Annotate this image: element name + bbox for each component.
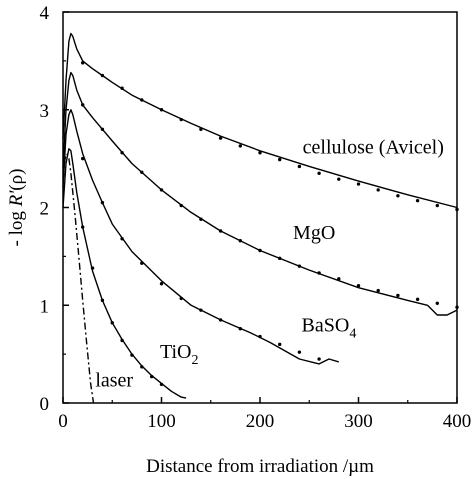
fit-point-cellulose-avicel: [317, 171, 321, 175]
annotation-mgo: MgO: [293, 222, 335, 244]
fit-point-mgo: [415, 297, 420, 302]
series-line-mgo: [62, 71, 458, 316]
fit-point-cellulose-avicel: [278, 157, 282, 162]
fit-point-baso4: [317, 357, 321, 361]
y-tick-label: 4: [40, 3, 50, 24]
fit-point-mgo: [396, 293, 400, 298]
fit-point-cellulose-avicel: [376, 188, 380, 192]
fit-point-cellulose-avicel: [218, 136, 223, 140]
fit-point-cellulose-avicel: [238, 144, 242, 148]
axes-layer: 0 100 200 300 400 0 1 2 3 4 Distance from irradiat…: [6, 3, 471, 477]
fit-point-cellulose-avicel: [356, 182, 361, 186]
annotation-baso4: BaSO4: [302, 315, 357, 342]
fit-point-cellulose-avicel: [258, 151, 262, 155]
x-tick-label: 100: [147, 411, 176, 432]
fit-point-cellulose-avicel: [297, 164, 302, 169]
series-line-tio2: [62, 148, 187, 399]
fit-point-baso4: [297, 350, 302, 354]
plot-frame: [62, 11, 458, 404]
y-tick-label: 1: [40, 296, 50, 317]
x-axis-title: Distance from irradiation /µm: [146, 456, 374, 477]
x-tick-label: 300: [344, 411, 373, 432]
fit-point-baso4: [159, 282, 164, 286]
annotation-cellulose-avicel: cellulose (Avicel): [303, 137, 444, 159]
series-layer: [62, 32, 458, 404]
y-tick-label: 2: [40, 199, 50, 220]
fit-point-mgo: [435, 301, 439, 305]
fit-point-cellulose-avicel: [337, 177, 341, 181]
fit-point-mgo: [356, 284, 361, 288]
fit-points-layer: [81, 61, 459, 387]
y-tick-label: 0: [40, 394, 50, 415]
y-tick-label: 3: [40, 101, 50, 122]
series-line-laser: [62, 153, 95, 404]
x-tick-label: 400: [443, 411, 472, 432]
fit-point-mgo: [376, 288, 380, 293]
fit-point-cellulose-avicel: [415, 198, 420, 203]
x-tick-label: 200: [246, 411, 275, 432]
annotation-layer: cellulose (Avicel) MgO BaSO4 TiO2 laser: [95, 137, 444, 392]
fit-point-cellulose-avicel: [396, 194, 400, 198]
annotation-laser: laser: [95, 369, 133, 391]
y-axis-title: - log R'(ρ): [6, 169, 27, 247]
series-line-cellulose-avicel: [62, 32, 458, 209]
annotation-tio2: TiO2: [160, 341, 199, 368]
series-line-baso4: [62, 109, 339, 365]
fit-point-baso4: [278, 342, 282, 347]
fit-point-cellulose-avicel: [435, 203, 439, 208]
x-tick-label: 0: [58, 411, 68, 432]
